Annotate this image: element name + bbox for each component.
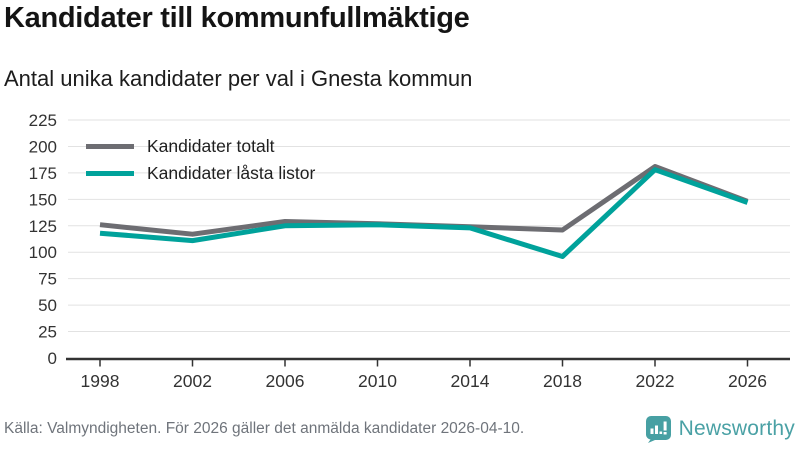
legend-swatch-lasta-listor — [86, 171, 134, 176]
legend-swatch-totalt — [86, 144, 134, 149]
x-axis-label: 2010 — [358, 371, 397, 391]
x-axis-label: 2002 — [173, 371, 212, 391]
legend-item-kandidater-totalt: Kandidater totalt — [86, 133, 315, 160]
x-axis-label: 1998 — [81, 371, 120, 391]
series-line-lasta-listor — [99, 167, 749, 259]
x-axis-label: 2014 — [451, 371, 490, 391]
y-axis-label: 150 — [29, 190, 57, 209]
chart-title: Kandidater till kommunfullmäktige — [4, 2, 470, 34]
newsworthy-logo: Newsworthy — [645, 415, 795, 443]
legend-item-kandidater-lasta-listor: Kandidater låsta listor — [86, 160, 315, 187]
newsworthy-icon — [645, 416, 671, 443]
y-axis-label: 225 — [29, 111, 57, 130]
x-axis-label: 2006 — [266, 371, 305, 391]
chart-footer: Källa: Valmyndigheten. För 2026 gäller d… — [0, 414, 800, 450]
y-axis-label: 25 — [38, 323, 57, 342]
x-axis-label: 2018 — [543, 371, 582, 391]
legend-label-totalt: Kandidater totalt — [147, 136, 275, 156]
chart-subtitle: Antal unika kandidater per val i Gnesta … — [4, 66, 473, 91]
x-axis-label: 2026 — [728, 371, 767, 391]
y-axis-label: 50 — [38, 296, 57, 315]
legend-label-lasta-listor: Kandidater låsta listor — [147, 163, 316, 183]
y-axis-label: 0 — [48, 349, 57, 368]
y-axis-label: 100 — [29, 243, 57, 262]
y-axis-label: 200 — [29, 137, 57, 156]
source-note: Källa: Valmyndigheten. För 2026 gäller d… — [4, 420, 525, 437]
chart-legend: Kandidater totalt Kandidater låsta listo… — [86, 133, 315, 187]
y-axis-label: 175 — [29, 164, 57, 183]
y-axis-label: 75 — [38, 270, 57, 289]
x-axis-label: 2022 — [636, 371, 675, 391]
newsworthy-wordmark: Newsworthy — [678, 417, 795, 440]
y-axis-label: 125 — [29, 217, 57, 236]
